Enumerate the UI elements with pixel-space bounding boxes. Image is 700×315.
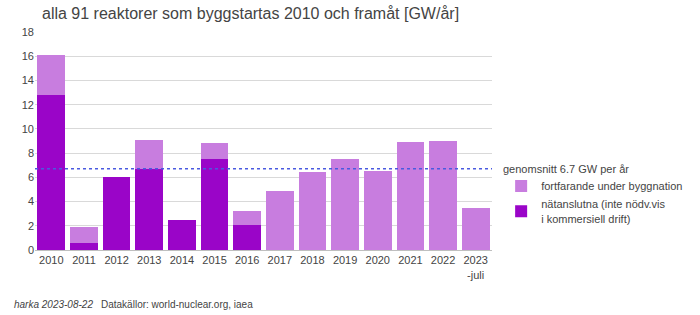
svg-text:fortfarande under byggnation: fortfarande under byggnation <box>541 180 682 192</box>
svg-text:2011: 2011 <box>72 254 96 266</box>
svg-text:2018: 2018 <box>300 254 324 266</box>
svg-text:2023-juli: 2023-juli <box>463 254 487 280</box>
svg-text:harka 2023-08-22: harka 2023-08-22 <box>14 299 93 310</box>
svg-text:10: 10 <box>22 123 34 135</box>
svg-text:2010: 2010 <box>39 254 63 266</box>
svg-text:2017: 2017 <box>268 254 292 266</box>
svg-text:12: 12 <box>22 99 34 111</box>
svg-text:2022: 2022 <box>431 254 455 266</box>
svg-text:2019: 2019 <box>333 254 357 266</box>
svg-text:nätanslutna (inte nödv.visi ko: nätanslutna (inte nödv.visi kommersiell … <box>541 198 665 224</box>
svg-text:2020: 2020 <box>366 254 390 266</box>
svg-text:2: 2 <box>28 220 34 232</box>
svg-text:4: 4 <box>28 195 34 207</box>
svg-text:18: 18 <box>22 26 34 38</box>
svg-text:2021: 2021 <box>398 254 422 266</box>
svg-text:6: 6 <box>28 171 34 183</box>
svg-text:0: 0 <box>28 244 34 256</box>
svg-text:16: 16 <box>22 50 34 62</box>
svg-text:2012: 2012 <box>104 254 128 266</box>
svg-text:Datakällor: world-nuclear.org,: Datakällor: world-nuclear.org, iaea <box>101 299 253 310</box>
svg-text:8: 8 <box>28 147 34 159</box>
svg-text:2016: 2016 <box>235 254 259 266</box>
svg-text:14: 14 <box>22 74 34 86</box>
svg-text:alla 91 reaktorer som byggstar: alla 91 reaktorer som byggstartas 2010 o… <box>42 5 459 22</box>
svg-text:2013: 2013 <box>137 254 161 266</box>
svg-text:genomsnitt 6.7 GW per år: genomsnitt 6.7 GW per år <box>503 163 629 175</box>
svg-text:2014: 2014 <box>170 254 194 266</box>
svg-text:2015: 2015 <box>202 254 226 266</box>
